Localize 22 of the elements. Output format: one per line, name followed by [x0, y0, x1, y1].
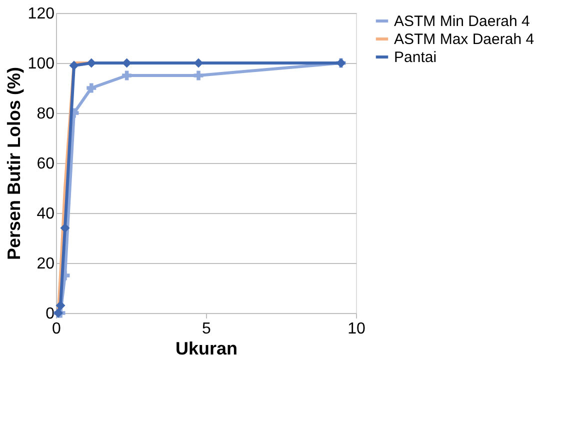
y-tick-label: 20: [36, 256, 55, 272]
y-tick-label: 40: [36, 206, 55, 222]
point: [86, 83, 96, 93]
point: [56, 300, 66, 310]
y-tick-label: 60: [36, 156, 55, 172]
y-tick-label: 120: [28, 6, 55, 22]
point: [194, 58, 204, 68]
y-tick-label: 100: [28, 56, 55, 72]
point: [194, 70, 204, 80]
y-tick-label: 0: [46, 306, 55, 322]
x-tick-label: 10: [348, 320, 366, 338]
legend-label: ASTM Max Daerah 4: [394, 31, 534, 48]
y-tick-label: 80: [36, 106, 55, 122]
point: [122, 70, 132, 80]
point: [69, 60, 79, 70]
x-axis-title: Ukuran: [175, 338, 238, 358]
point: [86, 58, 96, 68]
x-tick-label: 5: [202, 320, 212, 338]
legend-label: Pantai: [394, 49, 437, 66]
y-axis-title: Persen Butir Lolos (%): [4, 66, 24, 260]
point: [60, 223, 70, 233]
legend-label: ASTM Min Daerah 4: [394, 13, 530, 30]
